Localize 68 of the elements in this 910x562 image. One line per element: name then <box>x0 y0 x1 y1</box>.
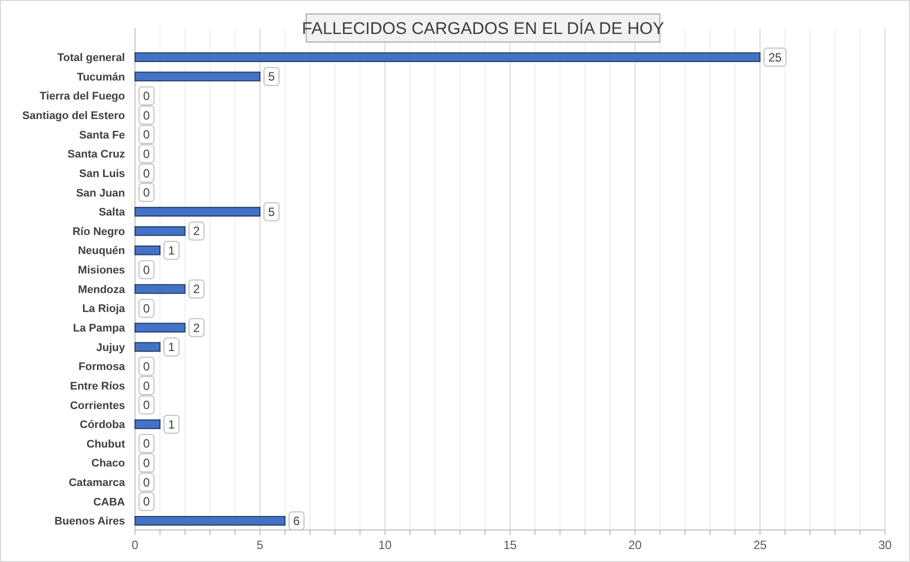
data-label: 0 <box>143 89 150 104</box>
data-label: 0 <box>143 186 150 200</box>
x-tick-label: 5 <box>256 538 264 552</box>
x-tick-label: 0 <box>132 538 139 552</box>
y-tick-label: Corrientes <box>70 400 125 412</box>
bar <box>134 284 186 294</box>
y-tick-label: Santiago del Estero <box>22 110 126 122</box>
y-tick-label: Río Negro <box>72 226 126 238</box>
bar <box>134 72 260 82</box>
y-tick-label: La Rioja <box>82 303 126 316</box>
data-label: 5 <box>268 70 276 84</box>
y-tick-label: Total general <box>57 52 125 64</box>
data-label: 2 <box>193 224 200 238</box>
x-tick-label: 30 <box>878 538 892 552</box>
y-tick-label: La Pampa <box>73 322 126 334</box>
data-label: 1 <box>168 340 176 354</box>
data-label: 0 <box>143 378 150 393</box>
data-label: 0 <box>143 108 150 122</box>
y-tick-label: Chaco <box>91 458 126 470</box>
data-label: 0 <box>143 456 150 470</box>
y-tick-label: Buenos Aires <box>54 516 125 528</box>
bar <box>134 516 286 526</box>
data-label: 1 <box>168 244 176 258</box>
y-tick-label: Entre Ríos <box>70 380 125 392</box>
y-tick-label: Catamarca <box>68 477 126 490</box>
data-label: 0 <box>143 128 150 142</box>
y-tick-label: Santa Cruz <box>68 148 126 161</box>
bar <box>134 246 160 256</box>
bar <box>134 342 160 352</box>
data-label: 2 <box>193 320 200 335</box>
y-tick-label: Tierra del Fuego <box>40 90 126 103</box>
y-tick-label: CABA <box>93 496 126 508</box>
data-label: 0 <box>143 436 150 451</box>
x-tick-label: 20 <box>628 538 642 552</box>
chart-title: FALLECIDOS CARGADOS EN EL DÍA DE HOY <box>302 18 664 38</box>
data-label: 1 <box>168 417 176 432</box>
data-label: 25 <box>768 50 782 64</box>
x-tick-label: 10 <box>378 538 392 552</box>
y-tick-label: Jujuy <box>96 342 126 354</box>
data-label: 0 <box>143 146 150 161</box>
y-tick-label: Chubut <box>86 438 126 450</box>
y-tick-label: Misiones <box>78 264 125 277</box>
y-tick-label: San Juan <box>76 187 126 200</box>
bar <box>134 226 186 236</box>
x-tick-label: 15 <box>503 538 517 552</box>
data-label: 6 <box>293 514 300 528</box>
data-label: 0 <box>143 398 150 412</box>
data-label: 0 <box>143 166 150 180</box>
data-label: 0 <box>143 262 150 277</box>
y-tick-label: Formosa <box>78 361 126 374</box>
y-tick-label: Mendoza <box>78 284 126 296</box>
data-label: 0 <box>143 494 150 509</box>
y-tick-label: San Luis <box>79 168 125 180</box>
x-tick-label: 25 <box>753 538 767 552</box>
bar <box>134 419 160 430</box>
y-tick-label: Santa Fe <box>79 129 125 142</box>
data-label: 2 <box>193 282 200 296</box>
y-tick-label: Tucumán <box>76 71 126 84</box>
data-label: 5 <box>268 204 276 219</box>
bar <box>134 206 260 217</box>
y-tick-label: Córdoba <box>80 419 126 432</box>
data-label: 0 <box>143 302 150 316</box>
data-label: 0 <box>143 475 150 490</box>
y-tick-label: Neuquén <box>78 245 126 258</box>
bar <box>134 322 186 332</box>
bar <box>134 52 760 62</box>
y-tick-label: Salta <box>98 206 126 219</box>
data-label: 0 <box>143 359 150 374</box>
